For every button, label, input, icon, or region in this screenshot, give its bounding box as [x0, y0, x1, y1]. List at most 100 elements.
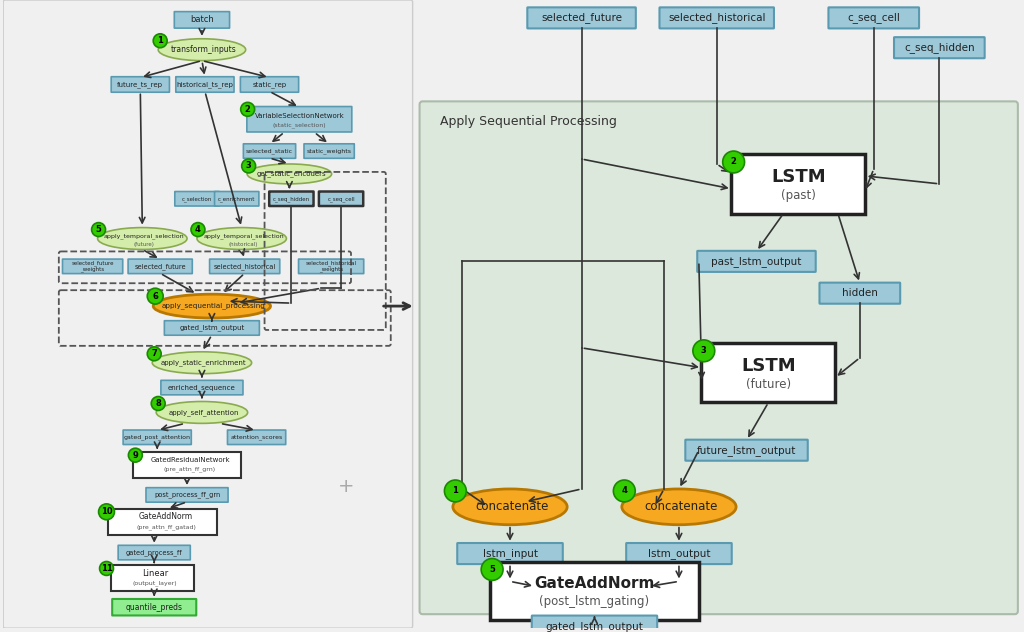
Text: 3: 3	[701, 346, 707, 355]
FancyBboxPatch shape	[176, 76, 234, 92]
Circle shape	[128, 448, 142, 462]
Text: selected_future: selected_future	[541, 13, 622, 23]
Text: gated_lstm_output: gated_lstm_output	[179, 325, 245, 331]
Circle shape	[191, 222, 205, 236]
FancyBboxPatch shape	[659, 8, 774, 28]
Text: selected_historical
_weights: selected_historical _weights	[305, 260, 356, 272]
FancyBboxPatch shape	[828, 8, 920, 28]
Text: c_seq_cell: c_seq_cell	[847, 13, 900, 23]
Ellipse shape	[153, 352, 252, 374]
FancyBboxPatch shape	[819, 283, 900, 304]
Text: c_seq_hidden: c_seq_hidden	[904, 42, 975, 53]
Bar	[111, 566, 194, 592]
Text: 9: 9	[132, 451, 138, 459]
Text: selected_static: selected_static	[246, 149, 293, 154]
Text: 4: 4	[195, 225, 201, 234]
Circle shape	[99, 561, 114, 575]
FancyBboxPatch shape	[269, 191, 313, 206]
Text: future_lstm_output: future_lstm_output	[697, 445, 797, 456]
Text: 5: 5	[95, 225, 101, 234]
Text: (static_selection): (static_selection)	[272, 123, 326, 128]
Text: 1: 1	[158, 36, 163, 46]
Text: static_rep: static_rep	[253, 81, 287, 88]
Text: Apply Sequential Processing: Apply Sequential Processing	[440, 115, 617, 128]
Text: 7: 7	[152, 349, 157, 358]
Text: (pre_attn_ff_grn): (pre_attn_ff_grn)	[164, 466, 216, 472]
FancyBboxPatch shape	[3, 0, 413, 628]
FancyBboxPatch shape	[118, 545, 190, 560]
Text: (future): (future)	[134, 242, 155, 247]
Text: 5: 5	[489, 565, 495, 574]
FancyBboxPatch shape	[697, 251, 816, 272]
Text: gated_lstm_output: gated_lstm_output	[546, 621, 643, 631]
Circle shape	[152, 396, 165, 410]
Text: 4: 4	[622, 487, 628, 495]
Text: apply_static_enrichment: apply_static_enrichment	[161, 360, 247, 366]
FancyBboxPatch shape	[165, 320, 259, 335]
Text: 1: 1	[453, 487, 459, 495]
Ellipse shape	[154, 294, 270, 318]
Text: concatenate: concatenate	[475, 501, 549, 513]
FancyBboxPatch shape	[123, 430, 191, 444]
Text: (pre_attn_ff_gatad): (pre_attn_ff_gatad)	[136, 524, 196, 530]
Circle shape	[98, 504, 115, 520]
FancyBboxPatch shape	[304, 144, 354, 158]
Bar	[133, 452, 241, 478]
Text: 11: 11	[100, 564, 113, 573]
Bar	[108, 509, 217, 535]
FancyBboxPatch shape	[210, 259, 280, 274]
Text: selected_historical: selected_historical	[668, 13, 766, 23]
Circle shape	[693, 340, 715, 362]
Text: GatedResidualNetwork: GatedResidualNetwork	[151, 457, 229, 463]
Text: LSTM: LSTM	[771, 168, 825, 186]
Text: transform_inputs: transform_inputs	[171, 46, 237, 54]
Circle shape	[613, 480, 635, 502]
FancyBboxPatch shape	[318, 191, 364, 206]
Text: 3: 3	[246, 161, 252, 171]
Text: apply_sequential_processing: apply_sequential_processing	[162, 303, 266, 310]
FancyBboxPatch shape	[420, 101, 1018, 614]
Text: get_static_encoders: get_static_encoders	[257, 171, 327, 178]
Text: (historical): (historical)	[229, 242, 258, 247]
FancyBboxPatch shape	[128, 259, 193, 274]
FancyBboxPatch shape	[112, 76, 169, 92]
Text: historical_ts_rep: historical_ts_rep	[176, 81, 233, 88]
Text: 10: 10	[100, 507, 113, 516]
Ellipse shape	[247, 164, 332, 184]
FancyBboxPatch shape	[458, 543, 563, 564]
Text: 2: 2	[245, 105, 251, 114]
Ellipse shape	[197, 228, 287, 250]
FancyBboxPatch shape	[527, 8, 636, 28]
FancyBboxPatch shape	[531, 616, 657, 632]
Text: gated_post_attention: gated_post_attention	[124, 434, 190, 440]
FancyBboxPatch shape	[174, 11, 229, 28]
FancyBboxPatch shape	[247, 107, 352, 132]
Text: selected_future: selected_future	[134, 263, 186, 270]
Ellipse shape	[622, 489, 736, 525]
Text: GateAddNorm: GateAddNorm	[535, 576, 654, 591]
Ellipse shape	[157, 401, 248, 423]
FancyBboxPatch shape	[627, 543, 732, 564]
Text: past_lstm_output: past_lstm_output	[712, 256, 802, 267]
Text: 2: 2	[731, 157, 736, 166]
Text: c_selection: c_selection	[182, 196, 212, 202]
Text: (future): (future)	[745, 378, 791, 391]
FancyBboxPatch shape	[161, 380, 243, 395]
Text: (output_layer): (output_layer)	[133, 581, 177, 586]
Circle shape	[481, 559, 503, 580]
Text: post_process_ff_grn: post_process_ff_grn	[154, 492, 220, 498]
FancyBboxPatch shape	[241, 76, 299, 92]
Text: gated_process_ff: gated_process_ff	[126, 549, 182, 556]
Circle shape	[241, 102, 255, 116]
FancyBboxPatch shape	[244, 144, 296, 158]
Text: concatenate: concatenate	[644, 501, 718, 513]
Text: 6: 6	[153, 291, 158, 301]
FancyBboxPatch shape	[227, 430, 286, 444]
Text: 8: 8	[156, 399, 161, 408]
Bar	[731, 154, 865, 214]
Text: apply_temporal_selection: apply_temporal_selection	[104, 234, 184, 240]
Text: quantile_preds: quantile_preds	[126, 603, 182, 612]
Text: GateAddNorm: GateAddNorm	[139, 513, 194, 521]
Text: VariableSelectionNetwork: VariableSelectionNetwork	[254, 113, 344, 119]
Text: hidden: hidden	[842, 288, 878, 298]
